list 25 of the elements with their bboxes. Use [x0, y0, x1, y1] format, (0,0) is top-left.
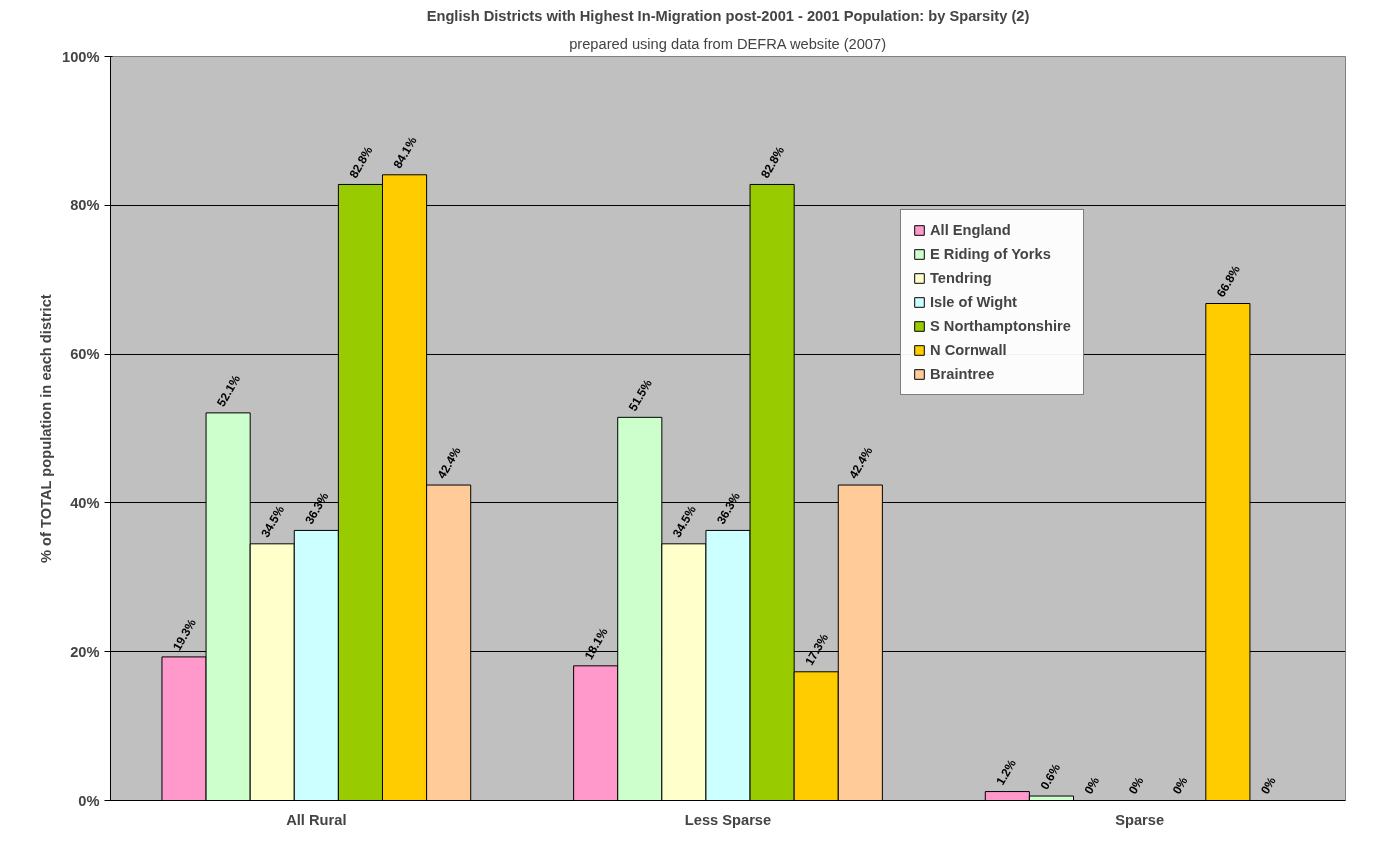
legend-label: Tendring [930, 270, 992, 286]
y-tick-label: 100% [62, 48, 100, 65]
data-label: 0% [1125, 774, 1147, 797]
y-tick-label: 0% [78, 792, 100, 809]
legend-label: E Riding of Yorks [930, 246, 1051, 262]
y-tick-label: 40% [70, 494, 100, 511]
y-tick-label: 60% [70, 346, 100, 363]
x-tick-label: Sparse [1115, 811, 1165, 828]
chart-subtitle: prepared using data from DEFRA website (2007) [569, 35, 887, 52]
data-label: 0% [1257, 774, 1279, 797]
y-tick-label: 80% [70, 197, 100, 214]
x-tick-label: Less Sparse [684, 811, 772, 828]
data-label: 0% [1169, 774, 1191, 797]
legend-label: S Northamptonshire [930, 318, 1071, 334]
data-label: 1.2% [993, 756, 1020, 788]
chart-title: English Districts with Highest In-Migration post-2001 - 2001 Population: by Sparsity (2) [426, 7, 1030, 24]
legend-label: Braintree [930, 366, 995, 382]
y-axis-title: % of TOTAL population in each district [38, 294, 55, 563]
y-tick-label: 20% [70, 643, 100, 660]
legend-label: Isle of Wight [930, 294, 1017, 310]
data-label: 0% [1081, 774, 1103, 797]
data-label: 0.6% [1037, 761, 1064, 793]
x-tick-label: All Rural [286, 811, 347, 828]
legend-label: N Cornwall [930, 342, 1007, 358]
legend-label: All England [930, 222, 1011, 238]
